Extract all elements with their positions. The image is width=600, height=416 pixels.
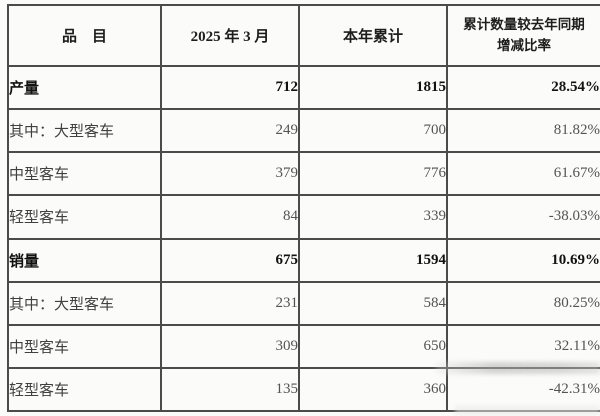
cell-ytd: 1815 xyxy=(298,64,448,111)
table-row: 中型客车 379 776 61.67% xyxy=(7,151,600,197)
cell-item: 其中：大型客车 xyxy=(7,280,162,326)
cell-ytd: 1594 xyxy=(298,237,448,283)
cell-month: 712 xyxy=(160,64,300,111)
table-row: 轻型客车 135 360 -42.31% xyxy=(7,366,600,413)
cell-month: 135 xyxy=(160,366,300,413)
table-body: 产量 712 1815 28.54% 其中：大型客车 249 700 81.82% 中型客车 37… xyxy=(7,64,600,413)
cell-item: 中型客车 xyxy=(7,151,162,197)
cell-rate: -42.31% xyxy=(446,366,600,413)
table-row: 其中：大型客车 231 584 80.25% xyxy=(7,280,600,326)
column-header-month: 2025 年 3 月 xyxy=(160,4,300,67)
cell-month: 379 xyxy=(160,151,300,197)
cell-item: 产量 xyxy=(7,64,162,111)
table-row: 中型客车 309 650 32.11% xyxy=(7,323,600,369)
cell-rate: 81.82% xyxy=(446,108,600,154)
cell-rate: 80.25% xyxy=(446,280,600,326)
table-row: 销量 675 1594 10.69% xyxy=(7,237,600,283)
cell-rate: 61.67% xyxy=(446,151,600,197)
cell-rate: 28.54% xyxy=(446,64,600,111)
cell-ytd: 360 xyxy=(298,366,448,413)
cell-item: 其中：大型客车 xyxy=(7,108,162,154)
cell-rate: 10.69% xyxy=(446,237,600,283)
column-header-item: 品 目 xyxy=(7,4,162,67)
cell-ytd: 584 xyxy=(298,280,448,326)
cell-ytd: 339 xyxy=(298,194,448,240)
cell-month: 231 xyxy=(160,280,300,326)
cell-item: 中型客车 xyxy=(7,323,162,369)
cell-rate: -38.03% xyxy=(446,194,600,240)
cell-item: 销量 xyxy=(7,237,162,283)
table-header: 品 目 2025 年 3 月 本年累计 累计数量较去年同期 增减比率 xyxy=(7,4,600,67)
cell-rate: 32.11% xyxy=(446,323,600,369)
header-row: 品 目 2025 年 3 月 本年累计 累计数量较去年同期 增减比率 xyxy=(7,4,600,67)
column-header-ytd: 本年累计 xyxy=(298,4,448,67)
production-sales-table: 品 目 2025 年 3 月 本年累计 累计数量较去年同期 增减比率 产量 712… xyxy=(7,4,600,413)
cell-ytd: 776 xyxy=(298,151,448,197)
cell-ytd: 700 xyxy=(298,108,448,154)
cell-item: 轻型客车 xyxy=(7,366,162,413)
cell-month: 249 xyxy=(160,108,300,154)
column-header-rate: 累计数量较去年同期 增减比率 xyxy=(446,4,600,67)
table-row: 其中：大型客车 249 700 81.82% xyxy=(7,108,600,154)
table-row: 产量 712 1815 28.54% xyxy=(7,64,600,111)
cell-month: 309 xyxy=(160,323,300,369)
cell-item: 轻型客车 xyxy=(7,194,162,240)
cell-ytd: 650 xyxy=(298,323,448,369)
cell-month: 84 xyxy=(160,194,300,240)
cell-month: 675 xyxy=(160,237,300,283)
table-row: 轻型客车 84 339 -38.03% xyxy=(7,194,600,240)
